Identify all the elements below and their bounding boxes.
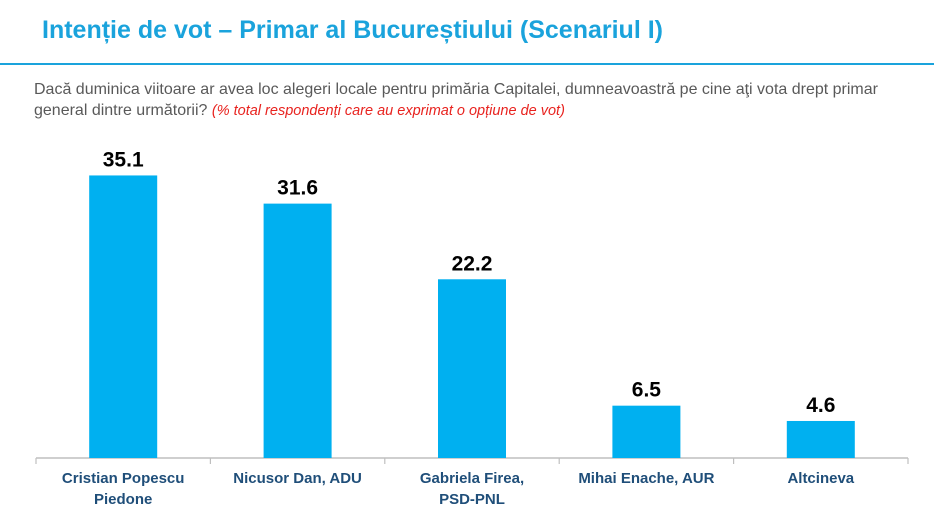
- bar-value-label: 35.1: [103, 148, 144, 171]
- bar-value-label: 4.6: [806, 394, 835, 417]
- question-text: Dacă duminica viitoare ar avea loc alege…: [34, 81, 878, 119]
- question-note: (% total respondenți care au exprimat o …: [211, 103, 565, 119]
- category-label: Nicusor Dan, ADU: [233, 470, 362, 487]
- bar-value-label: 31.6: [277, 177, 318, 200]
- category-label: Cristian Popescu Piedone: [61, 470, 185, 508]
- title-divider: [0, 63, 934, 65]
- bar-value-label: 6.5: [632, 379, 662, 402]
- bar: [263, 203, 332, 458]
- bar: [612, 405, 681, 458]
- category-label: Gabriela Firea, PSD-PNL: [419, 470, 525, 508]
- survey-question: Dacă duminica viitoare ar avea loc alege…: [34, 79, 924, 122]
- bar: [438, 279, 506, 458]
- category-label: Mihai Enache, AUR: [578, 470, 715, 487]
- page-title: Intenție de vot – Primar al Bucureștiulu…: [42, 16, 663, 44]
- bar: [89, 175, 158, 458]
- category-label: Altcineva: [787, 470, 855, 487]
- bar: [786, 420, 855, 458]
- bar-value-label: 22.2: [452, 252, 493, 275]
